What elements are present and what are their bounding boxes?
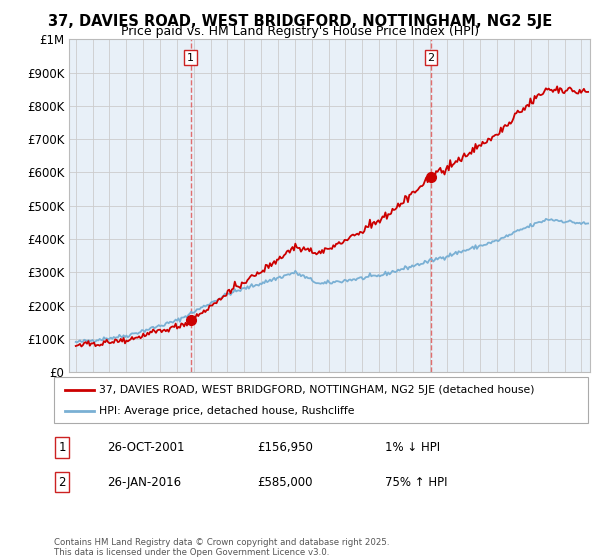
Text: 75% ↑ HPI: 75% ↑ HPI: [385, 475, 448, 489]
Text: 2: 2: [58, 475, 66, 489]
Text: £585,000: £585,000: [257, 475, 313, 489]
Text: 26-OCT-2001: 26-OCT-2001: [107, 441, 185, 454]
Text: 37, DAVIES ROAD, WEST BRIDGFORD, NOTTINGHAM, NG2 5JE: 37, DAVIES ROAD, WEST BRIDGFORD, NOTTING…: [48, 14, 552, 29]
Text: 2: 2: [427, 53, 434, 63]
Text: HPI: Average price, detached house, Rushcliffe: HPI: Average price, detached house, Rush…: [100, 407, 355, 416]
Text: 1% ↓ HPI: 1% ↓ HPI: [385, 441, 440, 454]
Text: £156,950: £156,950: [257, 441, 313, 454]
Text: Price paid vs. HM Land Registry's House Price Index (HPI): Price paid vs. HM Land Registry's House …: [121, 25, 479, 38]
Text: 1: 1: [58, 441, 66, 454]
Text: Contains HM Land Registry data © Crown copyright and database right 2025.
This d: Contains HM Land Registry data © Crown c…: [54, 538, 389, 557]
Text: 37, DAVIES ROAD, WEST BRIDGFORD, NOTTINGHAM, NG2 5JE (detached house): 37, DAVIES ROAD, WEST BRIDGFORD, NOTTING…: [100, 385, 535, 395]
Text: 1: 1: [187, 53, 194, 63]
Text: 26-JAN-2016: 26-JAN-2016: [107, 475, 182, 489]
